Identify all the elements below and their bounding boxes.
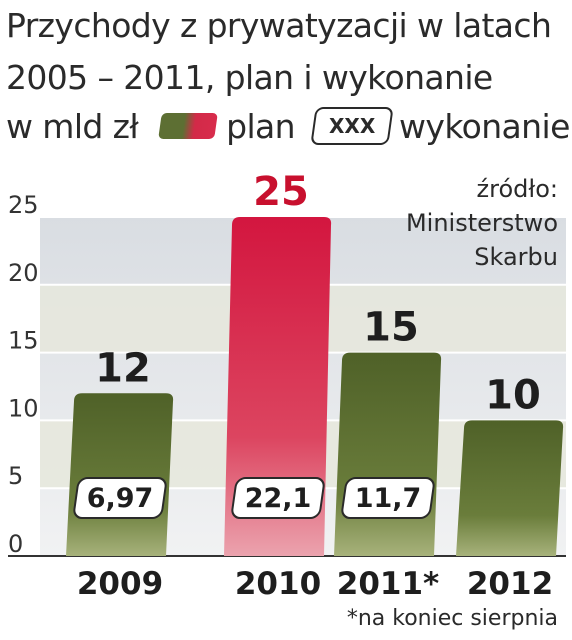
title-line-1: Przychody z prywatyzacji w latach: [6, 6, 552, 45]
x-category-label: 2010: [235, 566, 321, 602]
y-tick-label: 25: [8, 191, 39, 219]
plan-bar: [224, 217, 332, 556]
y-tick-label: 5: [8, 462, 23, 490]
legend-plan-swatch: [158, 113, 218, 139]
plan-value-label: 12: [95, 345, 151, 391]
unit-label: w mld zł: [6, 106, 139, 146]
x-category-label: 2012: [467, 566, 553, 602]
source-line-1: źródło:: [476, 175, 558, 203]
source-line-3: Skarbu: [474, 243, 558, 271]
plan-value-label: 15: [363, 305, 419, 351]
chart-title: Przychody z prywatyzacji w latach 2005 –…: [6, 0, 566, 104]
bar-chart: 0 5 10 15 20 25 12 6,97 2009 25 22,1 2010 15 11,7 2011…: [8, 169, 566, 602]
plan-bar: [334, 352, 442, 556]
y-tick-label: 0: [8, 530, 23, 558]
footnote: *na koniec sierpnia: [346, 606, 558, 631]
legend-plan-label: plan: [226, 106, 295, 146]
y-tick-label: 20: [8, 259, 39, 287]
legend: w mld zł plan XXX wykonanie: [6, 100, 570, 152]
plan-bar: [456, 420, 564, 556]
done-value-box: [73, 477, 167, 519]
y-tick-label: 15: [8, 327, 39, 355]
x-category-label: 2009: [77, 566, 163, 602]
done-value-label: 11,7: [355, 483, 422, 514]
x-category-label: 2011*: [337, 566, 440, 602]
done-value-box: [231, 477, 325, 519]
legend-done-sample: XXX: [310, 107, 394, 145]
legend-done-sample-text: XXX: [328, 114, 376, 138]
plan-bar: [66, 393, 174, 556]
plan-value-label: 25: [253, 169, 309, 215]
legend-done-label: wykonanie: [399, 106, 570, 146]
source-note: źródło: Ministerstwo Skarbu: [358, 172, 558, 274]
done-value-label: 22,1: [245, 483, 312, 514]
y-tick-label: 10: [8, 394, 39, 422]
done-value-box: [341, 477, 435, 519]
title-line-2: 2005 – 2011, plan i wykonanie: [6, 58, 493, 97]
done-value-label: 6,97: [87, 483, 154, 514]
plan-value-label: 10: [485, 372, 541, 418]
source-line-2: Ministerstwo: [405, 209, 558, 237]
